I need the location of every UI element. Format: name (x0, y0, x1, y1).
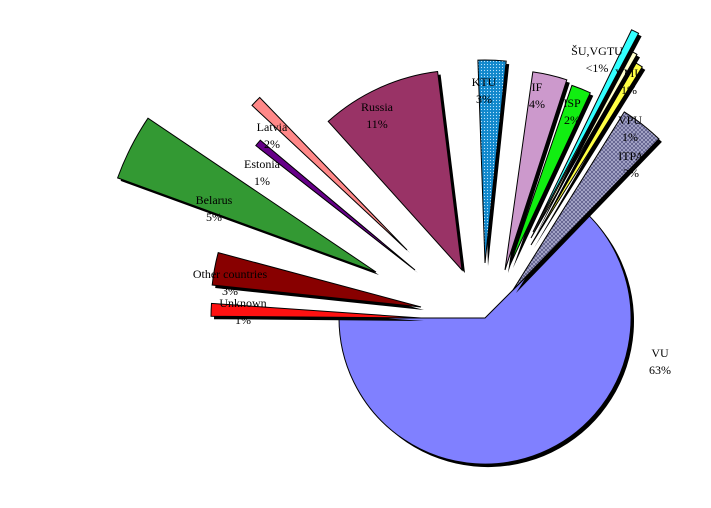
slice-label-belarus: Belarus 5% (196, 193, 233, 224)
pie-slice-latvia (251, 96, 408, 251)
slice-shadow (536, 32, 642, 235)
slice-label-other-countries: Other countries 3% (193, 267, 268, 298)
slice-label-vmu: VMU 1% (615, 66, 643, 97)
pie-slice-vu (338, 214, 632, 465)
pie-slice-estonia (255, 139, 416, 271)
slice-label--u-vgtu: ŠU,VGTU <1% (571, 44, 623, 75)
pie-slice-ktu (477, 59, 507, 264)
slice-label-estonia: Estonia 1% (244, 157, 281, 188)
slice-label-vpu: VPU 1% (618, 113, 642, 144)
slice-label-vu: VU 63% (649, 346, 671, 377)
slice-shadow (513, 88, 594, 269)
slice-label-itpa: ITPA 3% (618, 149, 644, 180)
slice-label-ktu: KTU 3% (472, 75, 497, 106)
pie-slice-belarus (116, 117, 377, 273)
slice-label-isp: ISP 2% (563, 96, 581, 127)
slice-label-russia: Russia 11% (361, 100, 394, 131)
slice-shadow (508, 74, 570, 274)
slice-shadow (534, 53, 640, 241)
slice-labels: VU 63% ITPA 3% VPU 1% VMU 1%ŠU,VGTU <1% ISP 2% IF 4%… (193, 44, 671, 377)
pie-slice-russia (327, 70, 463, 272)
pie-slice-if (504, 71, 568, 271)
slice-label-if: IF 4% (529, 80, 545, 111)
slice-shadow (534, 66, 646, 248)
pie-slice-other-countries (211, 251, 422, 308)
pie-slices (116, 29, 662, 468)
slice-label-latvia: Latvia 2% (257, 120, 288, 151)
pie-slice-itpa (512, 111, 660, 291)
slice-label-unknown: Unknown 1% (219, 296, 266, 327)
pie-slice-isp (509, 84, 591, 266)
pie-slice--u-vgtu (532, 29, 640, 233)
pie-slice-unknown (210, 302, 422, 319)
